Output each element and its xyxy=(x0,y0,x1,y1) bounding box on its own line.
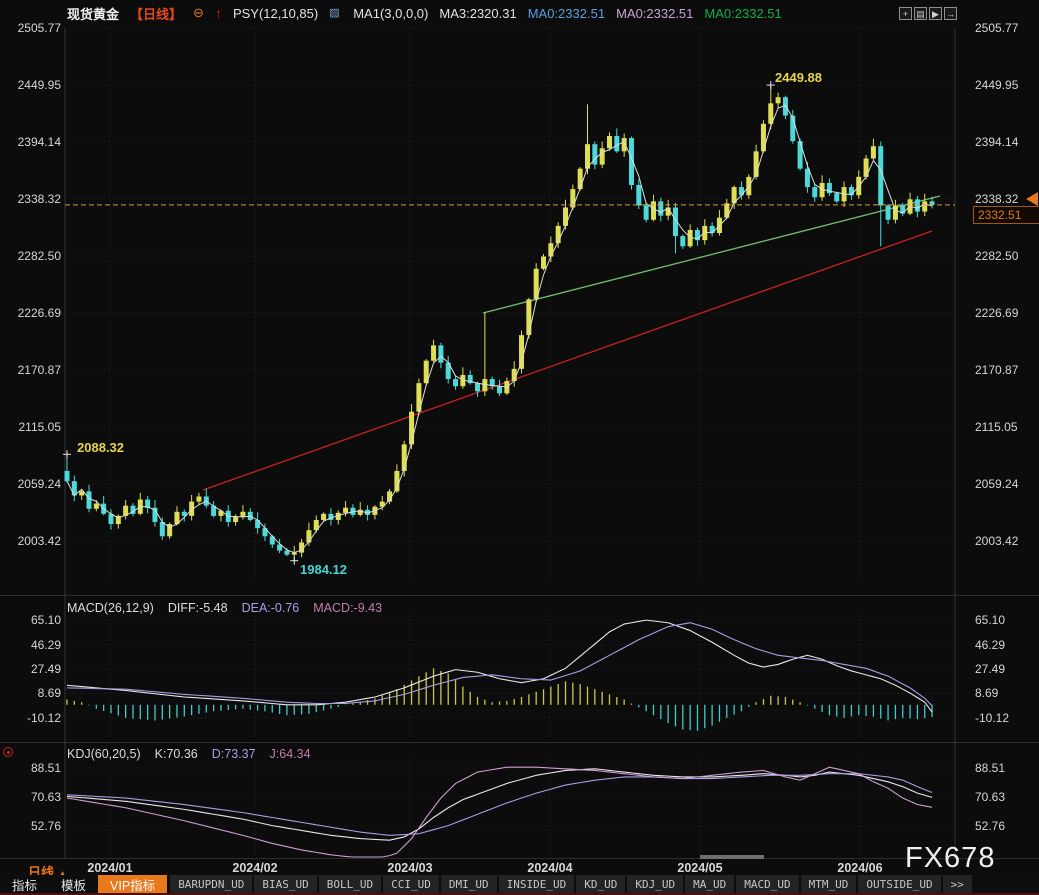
axis-label: 2115.05 xyxy=(18,419,62,434)
bars-chart-icon[interactable]: ▤ xyxy=(914,6,927,20)
triangle-up-icon: ▲ xyxy=(58,869,68,880)
record-dot-icon[interactable] xyxy=(3,747,13,757)
toolbar-icon-group: + ▤ ▶ → xyxy=(899,6,957,20)
indicator-tab-macd_ud[interactable]: MACD_UD xyxy=(736,875,799,893)
axis-label: 27.49 xyxy=(975,661,1006,676)
axis-label: 2115.05 xyxy=(975,419,1018,434)
indicator-tab-inside_ud[interactable]: INSIDE_UD xyxy=(498,875,575,893)
scrollbar-thumb[interactable] xyxy=(700,855,764,859)
axis-label: 46.29 xyxy=(30,637,61,652)
axis-label: 2449.95 xyxy=(17,78,61,92)
kdj-j-value: J:64.34 xyxy=(269,747,311,761)
collapse-circle-icon[interactable]: ⊖ xyxy=(193,5,204,20)
kdj-k-value: K:70.36 xyxy=(154,747,198,761)
ma0-blue-value: MA0:2332.51 xyxy=(527,5,606,21)
indicator-tab-cci_ud[interactable]: CCI_UD xyxy=(383,875,439,893)
axis-label: 2449.95 xyxy=(975,78,1019,92)
date-axis-label: 2024/03 xyxy=(387,861,433,875)
date-axis-label: 2024/06 xyxy=(837,861,883,875)
indicator-tab-barupdn_ud[interactable]: BARUPDN_UD xyxy=(170,875,253,893)
axis-label: 2338.32 xyxy=(975,191,1019,206)
indicator-tab-mtm_ud[interactable]: MTM_UD xyxy=(800,875,857,893)
axis-label: 8.69 xyxy=(975,686,999,701)
axis-label: 2003.42 xyxy=(975,533,1019,548)
indicator-tab-outside_ud[interactable]: OUTSIDE_UD xyxy=(858,875,941,893)
axis-label: 2170.87 xyxy=(975,362,1019,377)
macd-dea-value: DEA:-0.76 xyxy=(241,601,300,615)
macd-diff-value: DIFF:-5.48 xyxy=(167,601,228,615)
axis-label: 2394.14 xyxy=(975,134,1019,149)
axis-label: 52.76 xyxy=(975,819,1006,833)
up-arrow-icon: ↑ xyxy=(214,5,222,21)
fx678-watermark: FX678 xyxy=(905,842,996,874)
axis-label: 70.63 xyxy=(975,790,1006,804)
indicator-tab-bias_ud[interactable]: BIAS_UD xyxy=(254,875,317,893)
annotation-low: 1984.12 xyxy=(300,562,347,577)
axis-label: 2505.77 xyxy=(17,21,61,35)
axis-label: 27.49 xyxy=(30,661,61,676)
axis-label: 88.51 xyxy=(975,761,1006,775)
ma0-green-value: MA0:2332.51 xyxy=(704,5,782,21)
axis-label: 2059.24 xyxy=(975,476,1019,491)
ma0-pink-value: MA0:2332.51 xyxy=(616,5,694,21)
axis-label: 8.69 xyxy=(37,686,61,701)
ma3-value: MA3:2320.31 xyxy=(439,5,517,21)
date-axis-label: 2024/04 xyxy=(527,861,573,875)
indicator-tab-boll_ud[interactable]: BOLL_UD xyxy=(318,875,382,893)
axis-label: 2226.69 xyxy=(17,305,61,320)
date-axis-label: 2024/05 xyxy=(677,861,723,875)
current-price-tag: 2332.51 xyxy=(973,206,1039,224)
indicator-tab->>[interactable]: >> xyxy=(942,875,972,893)
kdj-title: KDJ(60,20,5) xyxy=(67,747,141,761)
period-tag[interactable]: 【日线】 xyxy=(130,6,183,22)
axis-label: 2282.50 xyxy=(975,248,1019,263)
axis-label: 65.10 xyxy=(30,613,61,627)
annotation-start-high: 2088.32 xyxy=(77,440,124,455)
axis-label: 2170.87 xyxy=(17,362,61,377)
axis-label: 46.29 xyxy=(975,637,1006,652)
axis-label: 52.76 xyxy=(30,819,61,833)
indicator-tab-kd_ud[interactable]: KD_UD xyxy=(576,875,626,893)
toolbar: 现货黄金 【日线】 ⊖ ↑ PSY(12,10,85) ▨ MA1(3,0,0,… xyxy=(0,0,1039,26)
date-axis-label: 2024/02 xyxy=(232,861,278,875)
psy-indicator-label: PSY(12,10,85) xyxy=(232,5,319,21)
date-axis-label: 2024/01 xyxy=(87,861,133,875)
axis-label: 65.10 xyxy=(975,613,1006,627)
axis-label: 2226.69 xyxy=(975,305,1019,320)
indicator-tab-[interactable]: 指标 xyxy=(12,878,38,893)
ma1-label: MA1(3,0,0,0) xyxy=(353,5,429,21)
kdj-d-value: D:73.37 xyxy=(211,747,256,761)
axis-label: 2282.50 xyxy=(17,248,61,263)
macd-title-row: MACD(26,12,9) DIFF:-5.48 DEA:-0.76 MACD:… xyxy=(67,601,382,615)
axis-label: -10.12 xyxy=(26,710,61,725)
annotation-peak: 2449.88 xyxy=(775,70,822,85)
axis-label: 2003.42 xyxy=(17,533,61,548)
candlestick-chart-icon[interactable]: ▨ xyxy=(329,7,340,19)
axis-label: 2338.32 xyxy=(17,191,61,206)
macd-macd-value: MACD:-9.43 xyxy=(313,601,383,615)
step-end-icon[interactable]: → xyxy=(944,6,957,20)
indicator-tab-[interactable]: 模板 xyxy=(61,878,87,893)
indicator-tab-kdj_ud[interactable]: KDJ_UD xyxy=(627,875,684,893)
axis-label: 88.51 xyxy=(30,761,61,775)
pan-icon[interactable]: + xyxy=(899,6,912,20)
axis-label: 2059.24 xyxy=(17,476,61,491)
macd-title: MACD(26,12,9) xyxy=(67,601,154,615)
indicator-tab-bar: 指标 模板 VIP指标 BARUPDN_UD BIAS_UD BOLL_UD CCI_UD D… xyxy=(0,875,1039,895)
indicator-tab-vip[interactable]: VIP指标 xyxy=(98,875,168,893)
indicator-tab-ma_ud[interactable]: MA_UD xyxy=(685,875,735,893)
symbol-name: 现货黄金 xyxy=(67,6,120,22)
axis-label: 2505.77 xyxy=(975,21,1019,35)
indicator-tab-dmi_ud[interactable]: DMI_UD xyxy=(440,875,497,893)
axis-label: 2394.14 xyxy=(17,134,61,149)
axis-label: -10.12 xyxy=(975,710,1010,725)
kdj-title-row: KDJ(60,20,5) K:70.36 D:73.37 J:64.34 xyxy=(67,747,311,761)
axis-label: 70.63 xyxy=(30,790,61,804)
play-chart-icon[interactable]: ▶ xyxy=(929,6,942,20)
